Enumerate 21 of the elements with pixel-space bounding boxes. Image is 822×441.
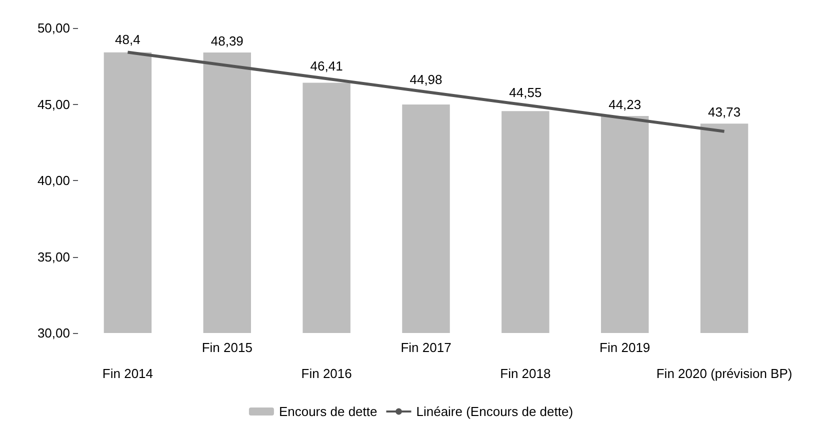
x-tick-label: Fin 2019 — [600, 340, 650, 355]
legend-label: Encours de dette — [278, 404, 378, 419]
x-tick-label: Fin 2017 — [400, 340, 452, 355]
data-label: 44,55 — [509, 85, 542, 100]
data-label: 44,23 — [608, 96, 642, 112]
data-label: 46,41 — [310, 58, 343, 74]
x-tick-label: Fin 2020 (prévision BP) — [656, 366, 792, 381]
x-tick-label: Fin 2015 — [202, 340, 252, 355]
data-label: 48,39 — [210, 34, 244, 49]
x-tick-label: Fin 2018 — [500, 366, 551, 381]
y-tick-label: 50,00 — [37, 20, 70, 36]
x-tick-label: Fin 2016 — [301, 366, 352, 381]
data-label: 48,4 — [115, 32, 140, 48]
data-label: 44,98 — [410, 72, 442, 87]
y-tick-label: 30,00 — [37, 326, 70, 340]
x-tick-label: Fin 2014 — [102, 366, 154, 381]
y-tick-label: 40,00 — [37, 173, 70, 188]
data-label: 43,73 — [708, 104, 741, 120]
y-tick-label: 45,00 — [37, 96, 70, 112]
y-tick-label: 35,00 — [37, 249, 70, 264]
legend-label: Linéaire (Encours de dette) — [416, 404, 574, 419]
